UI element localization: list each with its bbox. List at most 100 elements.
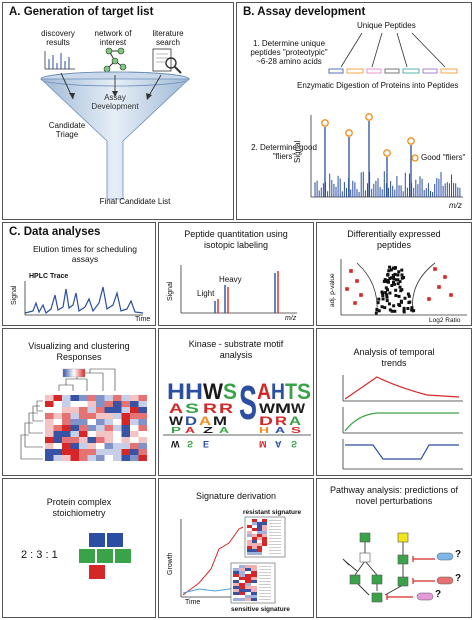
volcano-point [396, 273, 400, 277]
volcano-point [383, 306, 387, 310]
pathway-diagram [342, 532, 454, 603]
temporal-charts [342, 375, 463, 470]
signature-cell [262, 534, 267, 537]
volcano-point [397, 303, 401, 307]
volcano-point [394, 288, 398, 292]
heatmap-cell [130, 437, 139, 443]
svg-text:S: S [297, 379, 311, 404]
question-mark-1: ? [455, 549, 462, 560]
heatmap-cell [104, 431, 113, 437]
heatmap-cell [130, 425, 139, 431]
svg-text:A: A [169, 400, 183, 416]
signature-cell [233, 571, 239, 574]
heatmap-cell [121, 455, 130, 461]
heatmap-cell [96, 401, 105, 407]
volcano-point-significant [345, 287, 349, 291]
heatmap-cell [121, 443, 130, 449]
diff-title: Differentially expressed peptides [347, 229, 441, 250]
flier-marker [365, 113, 373, 121]
signature-cell [251, 589, 257, 592]
heatmap-cell [130, 419, 139, 425]
heatmap-cell [113, 407, 122, 413]
volcano-point [396, 278, 400, 282]
flier-markers [321, 113, 415, 157]
heatmap-cell [96, 437, 105, 443]
volcano-point [399, 300, 403, 304]
panel-c-header: C. Data analyses [9, 226, 101, 238]
complex-blue-2 [107, 533, 123, 547]
volcano-point [388, 308, 392, 312]
signature-cell [247, 540, 252, 543]
signature-cell [257, 543, 262, 546]
volcano-point [396, 282, 400, 286]
heatmap-cell [138, 401, 147, 407]
heatmap-cell [104, 437, 113, 443]
diff-ylabel: adj. p-value [329, 273, 336, 307]
heatmap-cell [70, 395, 79, 401]
volcano-point [407, 294, 411, 298]
heatmap-cell [87, 443, 96, 449]
heatmap-cell [79, 407, 88, 413]
volcano-point [388, 276, 392, 280]
legend-flier-marker [411, 154, 419, 162]
heatmap-cell [96, 395, 105, 401]
svg-text:A: A [219, 426, 229, 435]
panel-c-complex: Protein complex stoichiometry 2 : 3 : 1 [2, 478, 156, 618]
volcano-point [377, 297, 381, 301]
volcano-point [398, 285, 402, 289]
heatmap-cell [130, 449, 139, 455]
heatmap-cell [79, 401, 88, 407]
signature-cell [251, 565, 257, 568]
heatmap-cell [96, 407, 105, 413]
icon-label-discovery: discovery results [41, 29, 75, 48]
heatmap [20, 368, 147, 461]
complex-blue-1 [89, 533, 105, 547]
heatmap-cell [130, 401, 139, 407]
volcano-point [392, 277, 396, 281]
heatmap-cell [87, 437, 96, 443]
signature-cell [239, 565, 245, 568]
hplc-trace-line [24, 286, 144, 314]
heatmap-cell [45, 401, 54, 407]
signature-cell [239, 577, 245, 580]
panel-b-header: B. Assay development [243, 6, 366, 18]
signature-cell [239, 580, 245, 583]
heatmap-cell [96, 443, 105, 449]
volcano-point [381, 297, 385, 301]
heatmap-cell [113, 449, 122, 455]
volcano-point [393, 309, 397, 313]
signature-cell [245, 580, 251, 583]
heatmap-cell [70, 425, 79, 431]
panel-c-diff: Differentially expressed peptides adj. p… [316, 222, 472, 326]
signature-cell [239, 592, 245, 595]
volcano-point [383, 278, 387, 282]
volcano-point [391, 281, 395, 285]
heatmap-cell [79, 449, 88, 455]
motif-logo: H H W S S A H T S A S R R W M W W D A M … [163, 377, 311, 449]
heatmap-cell [130, 443, 139, 449]
heatmap-cell [138, 419, 147, 425]
heatmap-cell [53, 443, 62, 449]
flier-marker [383, 149, 391, 157]
volcano-point [390, 309, 394, 313]
complex-title: Protein complex stoichiometry [46, 497, 112, 518]
volcano-point [384, 291, 388, 295]
sensitive-signature-label: sensitive signature [231, 606, 290, 613]
heatmap-cell [53, 407, 62, 413]
signature-cell [239, 586, 245, 589]
kinase-title: Kinase - substrate motif analysis [188, 339, 284, 360]
elution-chart [24, 281, 144, 316]
signature-cell [251, 580, 257, 583]
quant-chart [180, 265, 297, 314]
dendrogram [20, 368, 116, 460]
panel-a-header: A. Generation of target list [9, 6, 154, 18]
volcano-point [381, 294, 385, 298]
heatmap-cell [62, 443, 71, 449]
stoichiometry-ratio: 2 : 3 : 1 [21, 549, 58, 561]
signature-cell [262, 528, 267, 531]
discovery-chart-icon [44, 51, 75, 70]
step2-text: 2. Determine good "fliers" [251, 143, 317, 162]
signature-cell [257, 552, 262, 555]
peptide-diagram [310, 32, 463, 198]
signature-cell [251, 577, 257, 580]
